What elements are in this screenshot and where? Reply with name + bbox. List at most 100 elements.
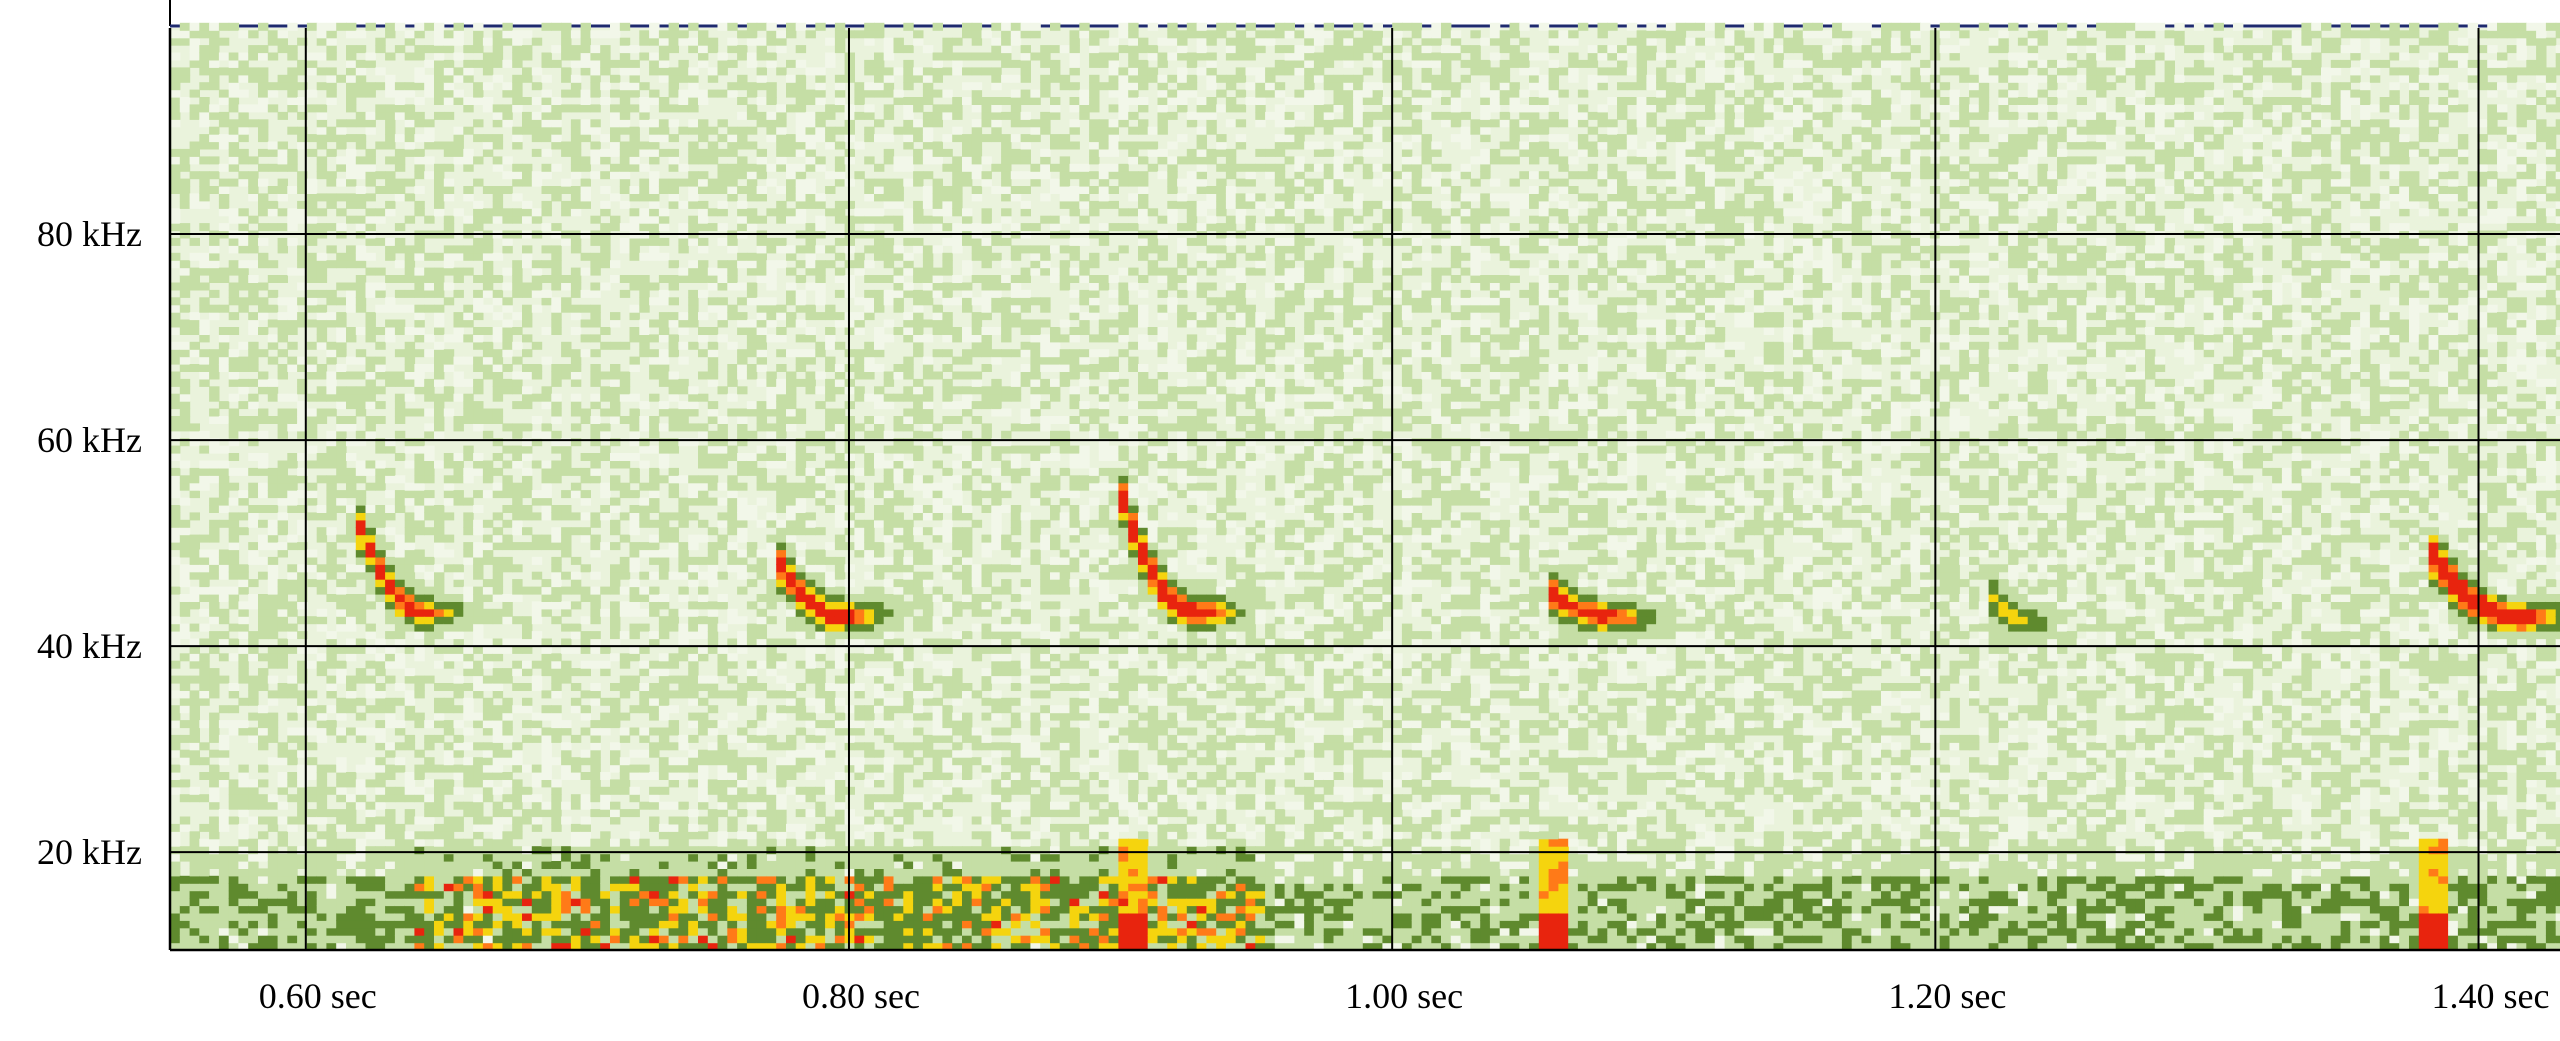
spectrogram-cell — [717, 853, 728, 862]
spectrogram-cell — [463, 45, 474, 54]
spectrogram-cell — [258, 846, 269, 855]
spectrogram-cell — [394, 631, 406, 640]
spectrogram-cell — [414, 371, 425, 380]
spectrogram-cell — [717, 519, 728, 528]
spectrogram-cell — [531, 178, 543, 187]
spectrogram-cell — [580, 186, 591, 194]
spectrogram-cell — [209, 52, 220, 61]
spectrogram-cell — [189, 282, 200, 291]
spectrogram-cell — [600, 838, 611, 847]
spectrogram-cell — [541, 208, 552, 217]
spectrogram-cell — [600, 252, 611, 261]
spectrogram-cell — [355, 942, 367, 951]
spectrogram-cell — [316, 727, 328, 736]
spectrogram-cell — [482, 282, 494, 291]
spectrogram-cell — [365, 423, 376, 432]
spectrogram-cell — [375, 757, 386, 766]
spectrogram-cell — [238, 215, 249, 224]
spectrogram-cell — [756, 927, 767, 936]
spectrogram-cell — [365, 875, 376, 884]
spectrogram-cell — [228, 408, 240, 417]
spectrogram-cell — [551, 364, 562, 372]
spectrogram-cell — [756, 801, 767, 810]
spectrogram-cell — [228, 801, 240, 810]
spectrogram-cell — [287, 104, 298, 113]
spectrogram-cell — [297, 764, 308, 773]
spectrogram-cell — [414, 749, 425, 758]
spectrogram-cell — [414, 445, 425, 454]
spectrogram-cell — [541, 749, 552, 758]
spectrogram-cell — [326, 853, 337, 862]
spectrogram-cell — [668, 868, 679, 877]
spectrogram-cell — [443, 779, 455, 788]
spectrogram-cell — [668, 490, 679, 499]
spectrogram-cell — [170, 371, 181, 380]
spectrogram-cell — [179, 631, 191, 640]
spectrogram-cell — [502, 905, 513, 914]
spectrogram-cell — [610, 712, 621, 721]
spectrogram-cell — [404, 438, 416, 447]
spectrogram-cell — [522, 697, 533, 706]
spectrogram-cell — [287, 853, 298, 862]
spectrogram-cell — [453, 490, 464, 499]
spectrogram-cell — [218, 809, 230, 818]
spectrogram-cell — [414, 653, 425, 662]
spectrogram-cell — [737, 846, 748, 855]
spectrogram-cell — [346, 512, 357, 521]
spectrogram-cell — [306, 645, 318, 654]
spectrogram-cell — [668, 905, 679, 914]
spectrogram-cell — [619, 675, 631, 684]
spectrogram-cell — [346, 846, 357, 855]
spectrogram-cell — [199, 868, 210, 877]
spectrogram-cell — [776, 875, 787, 884]
spectrogram-cell — [375, 727, 386, 736]
spectrogram-cell — [277, 831, 288, 840]
spectrogram-cell — [179, 594, 191, 602]
spectrogram-cell — [414, 438, 425, 447]
spectrogram-cell — [551, 445, 562, 454]
spectrogram-cell — [326, 868, 337, 877]
spectrogram-cell — [619, 163, 631, 172]
spectrogram-cell — [658, 890, 670, 899]
spectrogram-cell — [649, 668, 660, 677]
spectrogram-cell — [688, 675, 699, 684]
spectrogram-cell — [658, 371, 670, 380]
spectrogram-cell — [658, 52, 670, 61]
spectrogram-cell — [717, 59, 728, 68]
spectrogram-cell — [678, 126, 689, 135]
spectrogram-cell — [610, 89, 621, 98]
spectrogram-cell — [346, 327, 357, 335]
spectrogram-cell — [385, 327, 396, 335]
spectrogram-cell — [170, 712, 181, 721]
spectrogram-cell — [209, 564, 220, 573]
spectrogram-cell — [297, 97, 308, 105]
spectrogram-cell — [570, 186, 582, 194]
spectrogram-cell — [551, 734, 562, 743]
spectrogram-cell — [580, 134, 591, 143]
spectrogram-cell — [678, 341, 689, 350]
spectrogram-cell — [600, 445, 611, 454]
spectrogram-cell — [404, 349, 416, 358]
spectrogram-cell — [512, 564, 523, 573]
spectrogram-cell — [698, 171, 709, 180]
spectrogram-cell — [326, 260, 337, 269]
spectrogram-cell — [629, 912, 640, 921]
spectrogram-cell — [228, 126, 240, 135]
spectrogram-cell — [619, 690, 631, 699]
spectrogram-cell — [502, 156, 513, 165]
spectrogram-cell — [570, 831, 582, 840]
spectrogram-cell — [698, 453, 709, 461]
spectrogram-cell — [512, 935, 523, 944]
spectrogram-cell — [248, 912, 259, 921]
spectrogram-cell — [492, 104, 504, 113]
spectrogram-cell — [355, 608, 367, 617]
spectrogram-cell — [522, 304, 533, 313]
spectrogram-cell — [336, 786, 347, 795]
spectrogram-cell — [394, 927, 406, 936]
spectrogram-cell — [698, 920, 709, 929]
spectrogram-cell — [453, 890, 464, 899]
spectrogram-cell — [551, 59, 562, 68]
spectrogram-cell — [717, 890, 728, 899]
spectrogram-cell — [580, 289, 591, 298]
spectrogram-cell — [531, 764, 543, 773]
